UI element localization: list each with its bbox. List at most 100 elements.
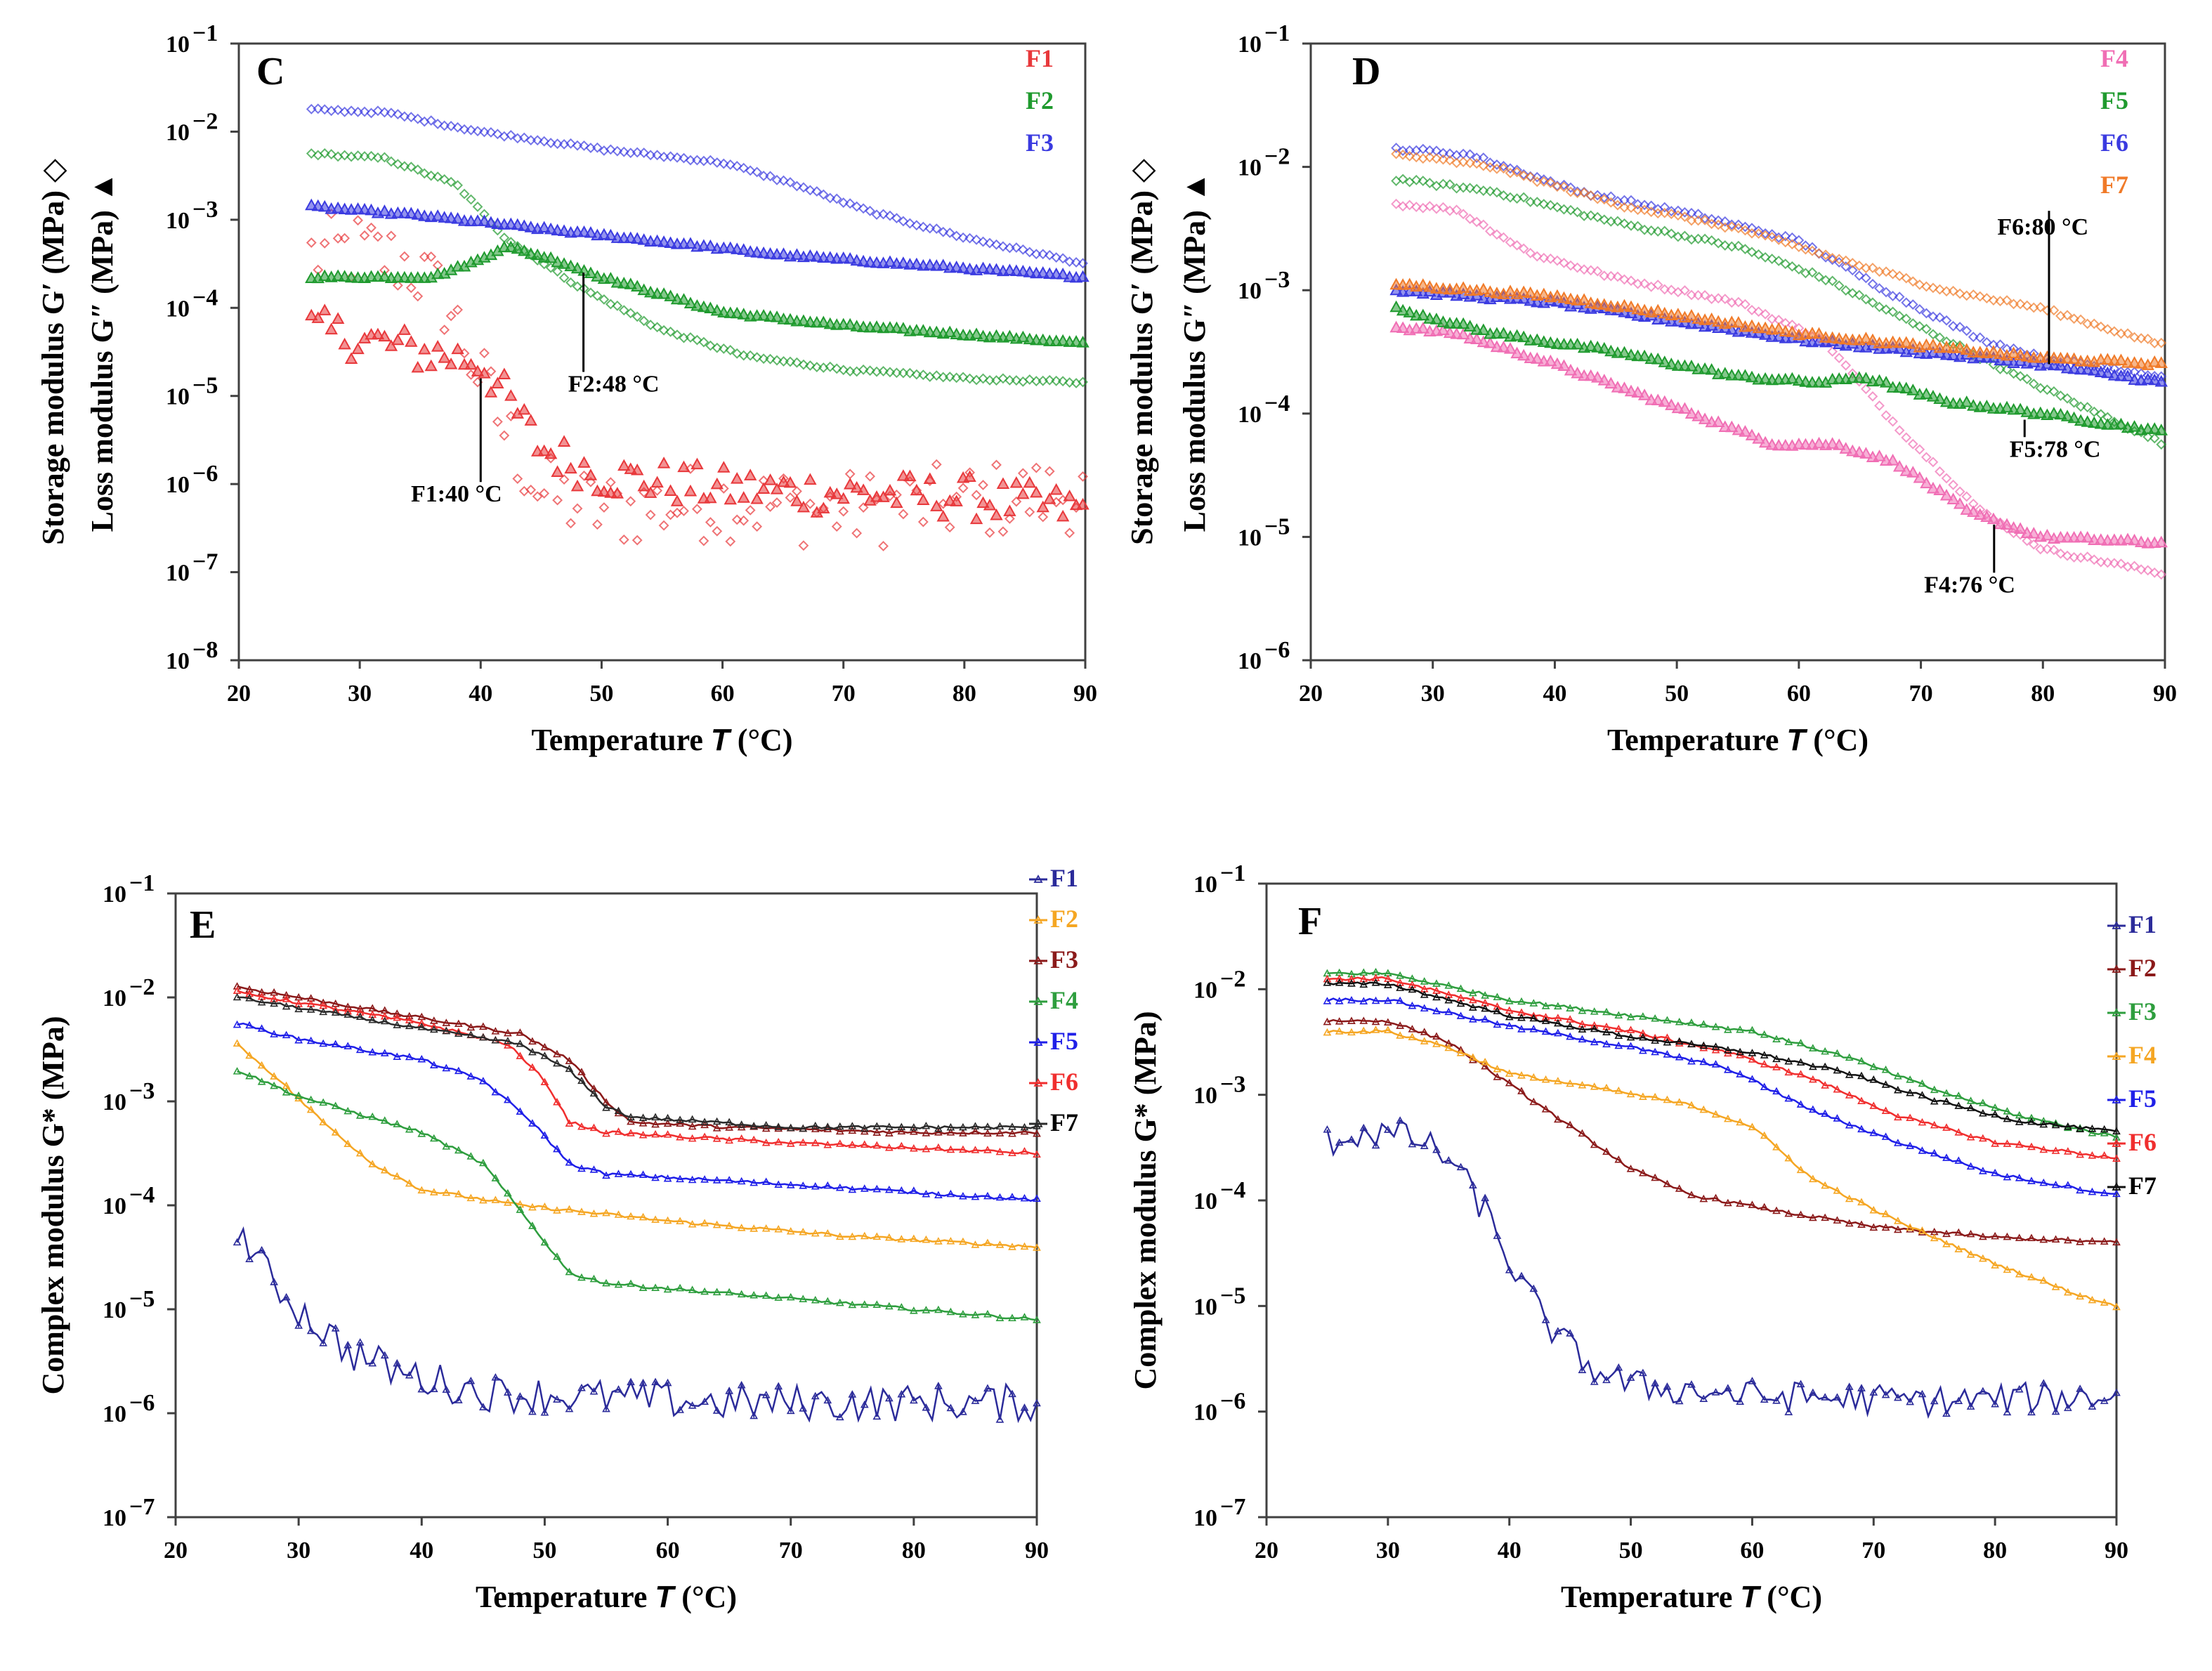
data-point xyxy=(1578,1006,1587,1014)
data-point xyxy=(1894,1072,1902,1080)
data-point xyxy=(1740,244,1750,255)
data-point xyxy=(672,329,683,341)
data-point xyxy=(2015,371,2026,382)
y-tick-exponent: −2 xyxy=(129,974,155,1000)
data-point xyxy=(294,1035,303,1044)
data-point xyxy=(1469,995,1477,1004)
data-point xyxy=(971,1192,980,1200)
data-point xyxy=(811,362,823,373)
data-point xyxy=(765,171,775,182)
data-point xyxy=(368,1047,377,1056)
data-point xyxy=(712,1134,721,1142)
data-point xyxy=(765,353,775,365)
data-point xyxy=(1541,1027,1550,1035)
data-point xyxy=(551,465,564,477)
data-point xyxy=(1857,1056,1866,1065)
x-tick-label: 70 xyxy=(832,681,856,707)
data-point xyxy=(672,152,683,163)
data-point xyxy=(705,517,716,527)
data-point xyxy=(1559,181,1569,192)
data-point xyxy=(2076,1384,2084,1392)
x-tick-label: 80 xyxy=(2031,681,2055,707)
data-point xyxy=(688,1134,697,1142)
data-point xyxy=(1631,302,1644,315)
data-point xyxy=(1408,1001,1417,1009)
data-point xyxy=(2149,567,2160,578)
data-point xyxy=(1772,1396,1781,1404)
data-point xyxy=(922,1235,931,1243)
data-point xyxy=(614,1127,623,1135)
data-point xyxy=(1827,275,1838,287)
data-point xyxy=(1602,1147,1611,1155)
data-point xyxy=(872,1232,882,1240)
data-point xyxy=(712,1124,721,1132)
data-point xyxy=(1020,1147,1029,1155)
data-point xyxy=(1918,1091,1927,1099)
data-point xyxy=(1914,321,1925,332)
data-point xyxy=(1396,971,1404,979)
data-point xyxy=(393,1013,402,1021)
data-point xyxy=(1966,1133,1975,1141)
data-point xyxy=(1578,1035,1587,1043)
series-group xyxy=(233,982,1041,1424)
data-point xyxy=(1846,444,1859,457)
data-point xyxy=(752,352,763,363)
data-point xyxy=(1874,301,1885,313)
data-point xyxy=(712,525,723,537)
data-point xyxy=(1529,1097,1538,1106)
data-point xyxy=(1624,384,1638,397)
series-line-f3 xyxy=(237,985,1038,1135)
data-point xyxy=(848,1300,857,1309)
data-point xyxy=(393,1009,402,1017)
data-point xyxy=(584,225,598,238)
data-point xyxy=(785,356,796,367)
data-point xyxy=(1404,145,1415,156)
data-point xyxy=(922,1403,931,1411)
data-point xyxy=(1557,291,1571,303)
data-point xyxy=(445,121,457,131)
data-point xyxy=(1807,267,1818,278)
data-point xyxy=(883,483,897,496)
data-point xyxy=(1632,199,1643,210)
data-point xyxy=(639,1378,648,1387)
data-point xyxy=(910,1127,918,1135)
data-point xyxy=(1833,1186,1842,1194)
data-point xyxy=(1687,1101,1696,1109)
data-point xyxy=(2022,535,2033,546)
data-point xyxy=(943,325,957,338)
data-point xyxy=(1920,387,1933,400)
data-point xyxy=(366,222,377,233)
data-point xyxy=(1675,1396,1684,1405)
data-point xyxy=(270,999,278,1007)
data-point xyxy=(1711,1193,1720,1202)
data-point xyxy=(405,1179,414,1187)
data-point xyxy=(365,203,378,216)
data-point xyxy=(491,1195,500,1203)
data-point xyxy=(577,1273,586,1281)
data-point xyxy=(1736,1397,1744,1405)
data-point xyxy=(429,1384,438,1392)
data-point xyxy=(1935,312,1945,323)
y-tick-label: 10 xyxy=(103,1089,126,1115)
data-point xyxy=(1403,306,1416,317)
data-point xyxy=(1966,1103,1975,1111)
data-point xyxy=(1651,1014,1659,1022)
data-point xyxy=(1456,999,1465,1007)
data-point xyxy=(2001,295,2013,306)
data-point xyxy=(432,119,443,129)
data-point xyxy=(1907,438,1918,450)
data-point xyxy=(2055,391,2066,401)
data-point xyxy=(2112,1189,2121,1198)
data-point xyxy=(1659,225,1670,237)
data-point xyxy=(1760,251,1771,263)
data-point xyxy=(485,366,497,377)
data-point xyxy=(2051,1120,2060,1129)
data-point xyxy=(1960,503,1973,515)
data-point xyxy=(1431,153,1442,164)
data-point xyxy=(570,479,584,492)
data-point xyxy=(1484,336,1497,348)
data-point xyxy=(797,500,811,513)
data-point xyxy=(1833,1066,1842,1074)
data-point xyxy=(1566,1079,1574,1087)
data-point xyxy=(579,140,589,151)
